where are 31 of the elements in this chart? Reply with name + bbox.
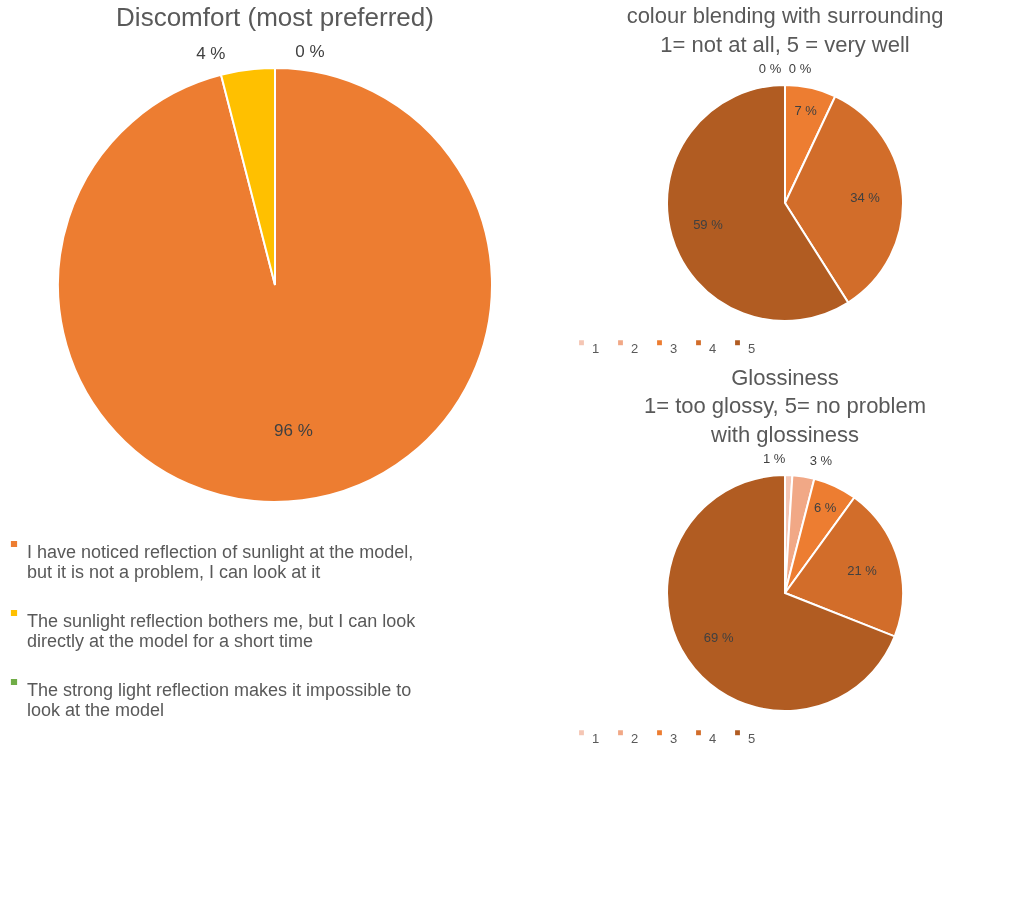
data-label: 7 % xyxy=(794,102,818,118)
legend-label: 5 xyxy=(748,730,756,746)
text: 0 % xyxy=(295,42,325,61)
chart-title: colour blending with surrounding xyxy=(626,3,944,29)
data-label: 4 % xyxy=(196,43,226,63)
data-label: 1 % xyxy=(763,451,786,467)
legend-label: 1 xyxy=(592,730,600,746)
legend-label: 3 xyxy=(670,730,678,746)
data-label: 6 % xyxy=(813,499,837,515)
legend-label: 5 xyxy=(748,340,756,356)
legend-label: The strong light reflection makes it impossible to look at the model xyxy=(27,680,412,720)
legend-label: I have noticed reflection of sunlight at the model, but it is not a problem, I can look at it xyxy=(27,542,414,582)
chart-title: Discomfort (most preferred) xyxy=(116,2,434,32)
data-label: 59 % xyxy=(693,217,724,233)
legend-label: 2 xyxy=(631,730,639,746)
legend-label: 2 xyxy=(631,340,639,356)
legend-label: 1 xyxy=(592,340,600,356)
data-label: 69 % xyxy=(703,630,734,646)
legend-label: 3 xyxy=(670,340,678,356)
data-label: 21 % xyxy=(847,562,878,578)
chart-title: Glossiness xyxy=(731,364,839,390)
legend-label: 4 xyxy=(709,730,717,746)
chart-subtitle: 1= too glossy, 5= no problem with glossiness xyxy=(643,393,927,448)
data-label: 96 % xyxy=(274,421,313,441)
text: 0 % xyxy=(788,61,812,76)
legend-label: The sunlight reflection bothers me, but I can look directly at the model for a short time xyxy=(27,611,417,651)
data-label: 34 % xyxy=(850,189,881,205)
data-label: 3 % xyxy=(809,452,833,468)
text: 0 % xyxy=(758,61,782,76)
chart-subtitle: 1= not at all, 5 = very well xyxy=(660,32,910,57)
legend-label: 4 xyxy=(709,340,717,356)
